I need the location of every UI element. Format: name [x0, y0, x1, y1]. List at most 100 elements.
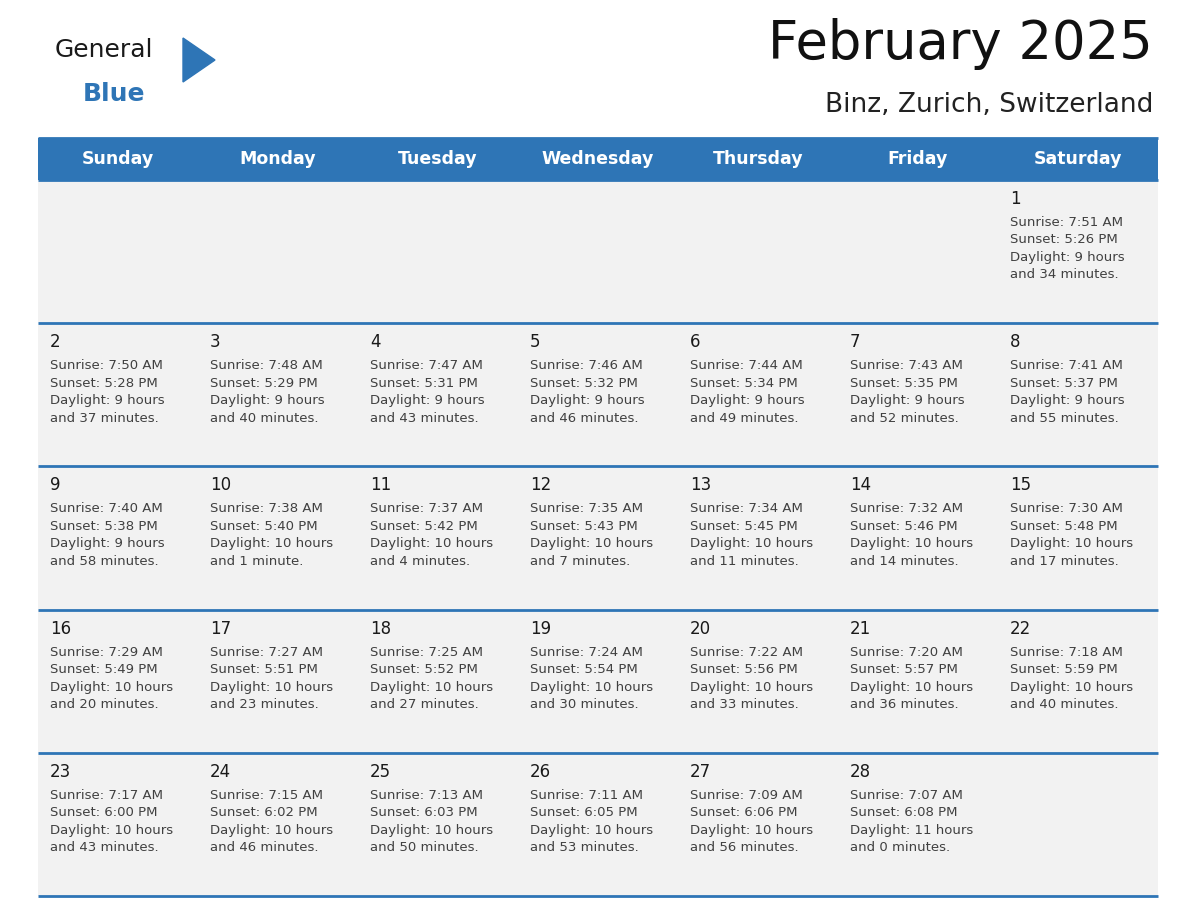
Text: 5: 5 — [530, 333, 541, 352]
Text: 24: 24 — [210, 763, 232, 781]
Bar — [198, 323, 358, 466]
Text: Blue: Blue — [83, 82, 145, 106]
Bar — [998, 753, 1158, 896]
Bar — [838, 323, 998, 466]
Text: and 40 minutes.: and 40 minutes. — [210, 411, 318, 425]
Bar — [358, 753, 518, 896]
Text: Daylight: 9 hours: Daylight: 9 hours — [849, 394, 965, 408]
Bar — [518, 466, 678, 610]
Text: Sunrise: 7:22 AM: Sunrise: 7:22 AM — [690, 645, 803, 658]
Text: Sunset: 5:32 PM: Sunset: 5:32 PM — [530, 376, 638, 390]
Text: 18: 18 — [369, 620, 391, 638]
Text: Sunrise: 7:46 AM: Sunrise: 7:46 AM — [530, 359, 643, 372]
Text: 27: 27 — [690, 763, 712, 781]
Bar — [38, 138, 198, 180]
Text: Wednesday: Wednesday — [542, 150, 655, 168]
Text: Sunset: 6:00 PM: Sunset: 6:00 PM — [50, 806, 158, 819]
Text: Daylight: 10 hours: Daylight: 10 hours — [369, 823, 493, 837]
Text: and 27 minutes.: and 27 minutes. — [369, 698, 479, 711]
Text: Sunrise: 7:44 AM: Sunrise: 7:44 AM — [690, 359, 803, 372]
Bar — [518, 753, 678, 896]
Text: 22: 22 — [1010, 620, 1031, 638]
Text: 3: 3 — [210, 333, 221, 352]
Text: 2: 2 — [50, 333, 61, 352]
Text: Daylight: 9 hours: Daylight: 9 hours — [690, 394, 804, 408]
Text: Saturday: Saturday — [1034, 150, 1123, 168]
Text: Sunrise: 7:51 AM: Sunrise: 7:51 AM — [1010, 216, 1123, 229]
Text: Daylight: 10 hours: Daylight: 10 hours — [369, 537, 493, 551]
Text: Sunset: 5:37 PM: Sunset: 5:37 PM — [1010, 376, 1118, 390]
Bar — [838, 138, 998, 180]
Text: 8: 8 — [1010, 333, 1020, 352]
Bar — [678, 610, 838, 753]
Text: and 50 minutes.: and 50 minutes. — [369, 841, 479, 855]
Text: and 34 minutes.: and 34 minutes. — [1010, 268, 1119, 282]
Bar — [198, 138, 358, 180]
Text: Sunrise: 7:30 AM: Sunrise: 7:30 AM — [1010, 502, 1123, 515]
Text: Sunrise: 7:25 AM: Sunrise: 7:25 AM — [369, 645, 484, 658]
Text: Sunset: 5:51 PM: Sunset: 5:51 PM — [210, 663, 318, 676]
Text: 28: 28 — [849, 763, 871, 781]
Bar — [198, 180, 358, 323]
Text: Sunset: 5:38 PM: Sunset: 5:38 PM — [50, 520, 158, 533]
Text: Daylight: 9 hours: Daylight: 9 hours — [210, 394, 324, 408]
Bar — [198, 466, 358, 610]
Text: and 58 minutes.: and 58 minutes. — [50, 554, 159, 568]
Text: and 0 minutes.: and 0 minutes. — [849, 841, 950, 855]
Text: Sunset: 5:42 PM: Sunset: 5:42 PM — [369, 520, 478, 533]
Text: and 56 minutes.: and 56 minutes. — [690, 841, 798, 855]
Bar — [518, 323, 678, 466]
Text: 6: 6 — [690, 333, 701, 352]
Text: Sunrise: 7:34 AM: Sunrise: 7:34 AM — [690, 502, 803, 515]
Bar — [38, 180, 198, 323]
Bar — [838, 466, 998, 610]
Bar — [38, 610, 198, 753]
Text: 14: 14 — [849, 476, 871, 495]
Text: Sunrise: 7:40 AM: Sunrise: 7:40 AM — [50, 502, 163, 515]
Text: Sunset: 6:08 PM: Sunset: 6:08 PM — [849, 806, 958, 819]
Text: and 55 minutes.: and 55 minutes. — [1010, 411, 1119, 425]
Text: Daylight: 10 hours: Daylight: 10 hours — [690, 537, 813, 551]
Text: General: General — [55, 38, 153, 62]
Bar — [838, 610, 998, 753]
Bar — [838, 753, 998, 896]
Text: Sunrise: 7:27 AM: Sunrise: 7:27 AM — [210, 645, 323, 658]
Text: Sunrise: 7:43 AM: Sunrise: 7:43 AM — [849, 359, 963, 372]
Text: Friday: Friday — [887, 150, 948, 168]
Text: 16: 16 — [50, 620, 71, 638]
Text: 15: 15 — [1010, 476, 1031, 495]
Text: and 30 minutes.: and 30 minutes. — [530, 698, 639, 711]
Text: Sunrise: 7:18 AM: Sunrise: 7:18 AM — [1010, 645, 1123, 658]
Text: Sunrise: 7:41 AM: Sunrise: 7:41 AM — [1010, 359, 1123, 372]
Bar — [678, 180, 838, 323]
Text: Sunrise: 7:20 AM: Sunrise: 7:20 AM — [849, 645, 963, 658]
Text: Sunrise: 7:48 AM: Sunrise: 7:48 AM — [210, 359, 323, 372]
Bar — [198, 610, 358, 753]
Text: and 20 minutes.: and 20 minutes. — [50, 698, 159, 711]
Bar — [998, 610, 1158, 753]
Bar — [678, 466, 838, 610]
Text: Sunset: 5:45 PM: Sunset: 5:45 PM — [690, 520, 798, 533]
Text: Sunrise: 7:13 AM: Sunrise: 7:13 AM — [369, 789, 484, 801]
Text: 26: 26 — [530, 763, 551, 781]
Text: Daylight: 10 hours: Daylight: 10 hours — [369, 680, 493, 694]
Text: and 33 minutes.: and 33 minutes. — [690, 698, 798, 711]
Text: and 53 minutes.: and 53 minutes. — [530, 841, 639, 855]
Text: Daylight: 10 hours: Daylight: 10 hours — [210, 680, 333, 694]
Bar — [518, 610, 678, 753]
Text: and 4 minutes.: and 4 minutes. — [369, 554, 470, 568]
Text: and 37 minutes.: and 37 minutes. — [50, 411, 159, 425]
Text: 19: 19 — [530, 620, 551, 638]
Text: 9: 9 — [50, 476, 61, 495]
Text: Daylight: 10 hours: Daylight: 10 hours — [210, 537, 333, 551]
Bar — [518, 180, 678, 323]
Text: and 11 minutes.: and 11 minutes. — [690, 554, 798, 568]
Text: 17: 17 — [210, 620, 232, 638]
Bar — [358, 323, 518, 466]
Text: Sunset: 6:03 PM: Sunset: 6:03 PM — [369, 806, 478, 819]
Text: Sunrise: 7:37 AM: Sunrise: 7:37 AM — [369, 502, 484, 515]
Text: Daylight: 11 hours: Daylight: 11 hours — [849, 823, 973, 837]
Text: Daylight: 10 hours: Daylight: 10 hours — [849, 680, 973, 694]
Text: Daylight: 10 hours: Daylight: 10 hours — [210, 823, 333, 837]
Text: Daylight: 9 hours: Daylight: 9 hours — [530, 394, 645, 408]
